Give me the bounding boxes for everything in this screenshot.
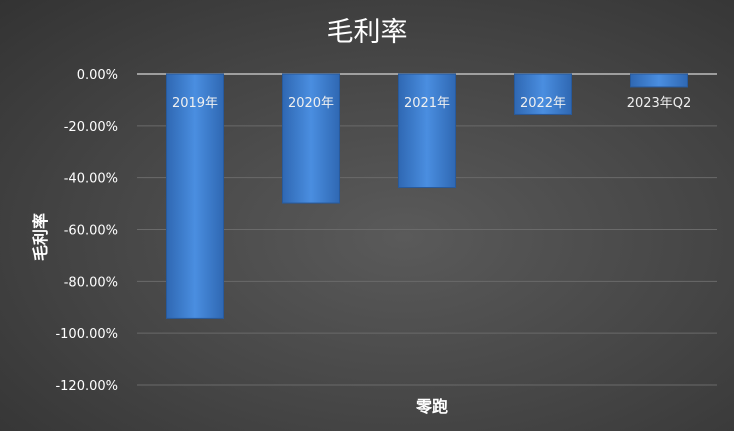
category-label: 2023年Q2	[627, 96, 692, 111]
bar	[514, 73, 572, 115]
chart-title: 毛利率	[326, 17, 408, 48]
category-label: 2022年	[520, 96, 566, 111]
y-tick-label: 0.00%	[77, 68, 118, 83]
bar	[630, 73, 688, 88]
category-label: 2021年	[404, 96, 450, 111]
y-tick-label: -120.00%	[55, 379, 118, 394]
y-tick-label: -60.00%	[64, 224, 118, 239]
y-tick-label: -20.00%	[64, 120, 118, 135]
bar	[398, 73, 456, 189]
bar	[166, 73, 224, 319]
category-label: 2019年	[172, 96, 218, 111]
y-tick-label: -80.00%	[64, 275, 118, 290]
y-tick-label: -40.00%	[64, 172, 118, 187]
y-tick-label: -100.00%	[55, 327, 118, 342]
category-label: 2020年	[288, 96, 334, 111]
bar	[282, 73, 340, 204]
x-axis-label: 零跑	[415, 397, 448, 416]
